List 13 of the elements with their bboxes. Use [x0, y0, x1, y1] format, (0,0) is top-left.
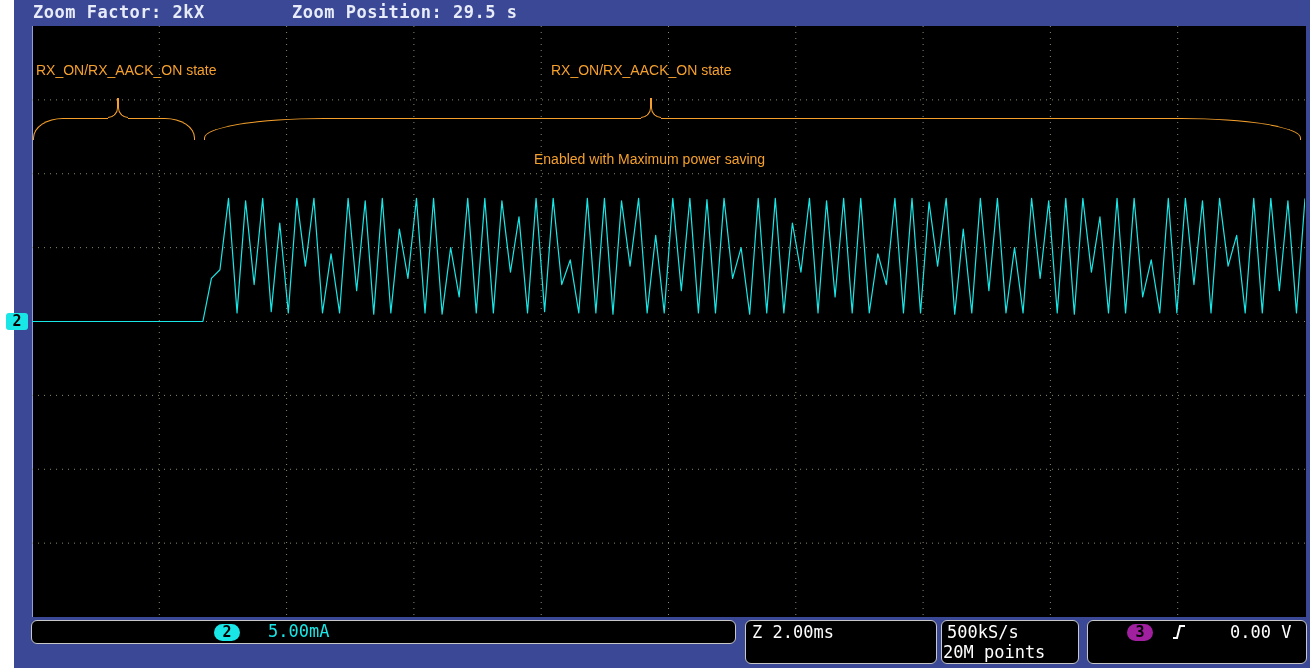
text: 2	[214, 623, 240, 641]
text: 5.00mA	[268, 621, 330, 641]
text: 2	[6, 312, 28, 330]
text: 20M points	[943, 642, 1046, 662]
text: Z 2.00ms	[752, 622, 834, 642]
chart-subtitle: Zoom Position: 29.5 s	[292, 2, 518, 22]
text: RX_ON/RX_AACK_ON state	[36, 62, 217, 78]
chart-title: Zoom Factor: 2kX	[33, 2, 205, 22]
text: 500kS/s	[947, 622, 1019, 642]
text: 3	[1127, 623, 1153, 641]
text: RX_ON/RX_AACK_ON state	[551, 62, 732, 78]
text: Enabled with Maximum power saving	[534, 151, 766, 167]
text: 0.00 V	[1230, 622, 1292, 642]
